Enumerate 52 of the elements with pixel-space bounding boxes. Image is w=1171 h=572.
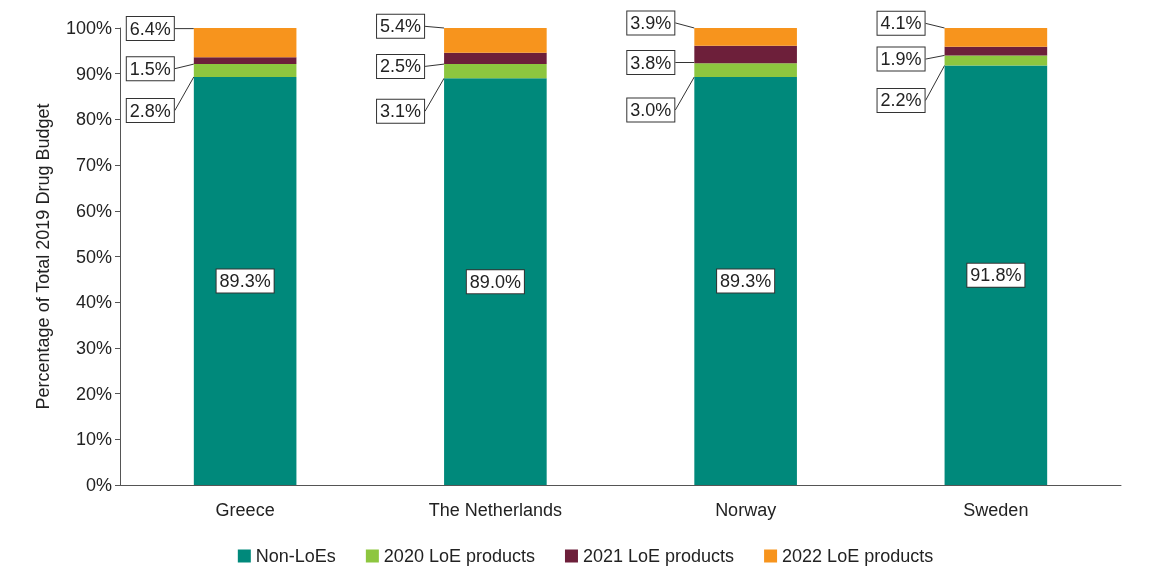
- data-label: 91.8%: [970, 265, 1022, 286]
- data-label: 3.0%: [630, 100, 672, 121]
- data-label: 3.1%: [380, 101, 422, 122]
- bar: [694, 63, 797, 77]
- y-tick-label: 20%: [75, 383, 112, 404]
- bar: [193, 76, 297, 485]
- bar: [444, 28, 547, 53]
- y-tick-label: 100%: [65, 18, 112, 38]
- data-label: 1.9%: [880, 49, 922, 70]
- data-label: 3.9%: [630, 12, 672, 33]
- bar: [444, 78, 547, 485]
- data-label: 2.5%: [380, 56, 422, 77]
- legend-label: 2020 LoE products: [383, 546, 535, 566]
- bar: [694, 28, 797, 46]
- bar: [944, 65, 1048, 485]
- data-label: 6.4%: [129, 18, 171, 39]
- data-label: 1.5%: [129, 58, 171, 79]
- y-axis-title: Percentage of Total 2019 Drug Budget: [33, 103, 53, 410]
- data-label: 4.1%: [880, 13, 922, 34]
- bar: [193, 28, 297, 58]
- bar: [944, 46, 1048, 56]
- data-label: 2.2%: [880, 90, 922, 111]
- y-tick-label: 0%: [85, 475, 112, 495]
- bar: [944, 55, 1048, 66]
- y-tick-label: 80%: [75, 109, 112, 130]
- legend-label: 2021 LoE products: [582, 546, 735, 566]
- bar: [193, 64, 297, 77]
- data-label: 89.3%: [219, 270, 271, 291]
- legend-label: 2022 LoE products: [782, 546, 934, 566]
- y-tick-label: 60%: [75, 200, 112, 221]
- data-label: 5.4%: [380, 16, 422, 37]
- bar: [694, 76, 797, 485]
- y-tick-label: 30%: [75, 337, 112, 358]
- data-label: 3.8%: [630, 52, 672, 73]
- y-tick-label: 70%: [75, 155, 112, 176]
- data-label: 2.8%: [129, 100, 171, 121]
- bar: [694, 45, 797, 64]
- bar: [193, 57, 297, 65]
- x-tick-label: The Netherlands: [428, 500, 562, 520]
- x-tick-label: Norway: [715, 500, 777, 520]
- data-label: 89.3%: [720, 270, 772, 291]
- bar: [444, 52, 547, 65]
- bar: [944, 28, 1048, 47]
- y-tick-label: 50%: [75, 246, 112, 267]
- bar: [444, 64, 547, 79]
- x-tick-label: Sweden: [963, 500, 1029, 520]
- y-tick-label: 10%: [75, 429, 112, 450]
- x-tick-label: Greece: [215, 500, 275, 520]
- y-tick-label: 90%: [75, 63, 112, 84]
- legend-label: Non-LoEs: [255, 546, 336, 566]
- y-tick-label: 40%: [75, 292, 112, 313]
- data-label: 89.0%: [469, 271, 521, 292]
